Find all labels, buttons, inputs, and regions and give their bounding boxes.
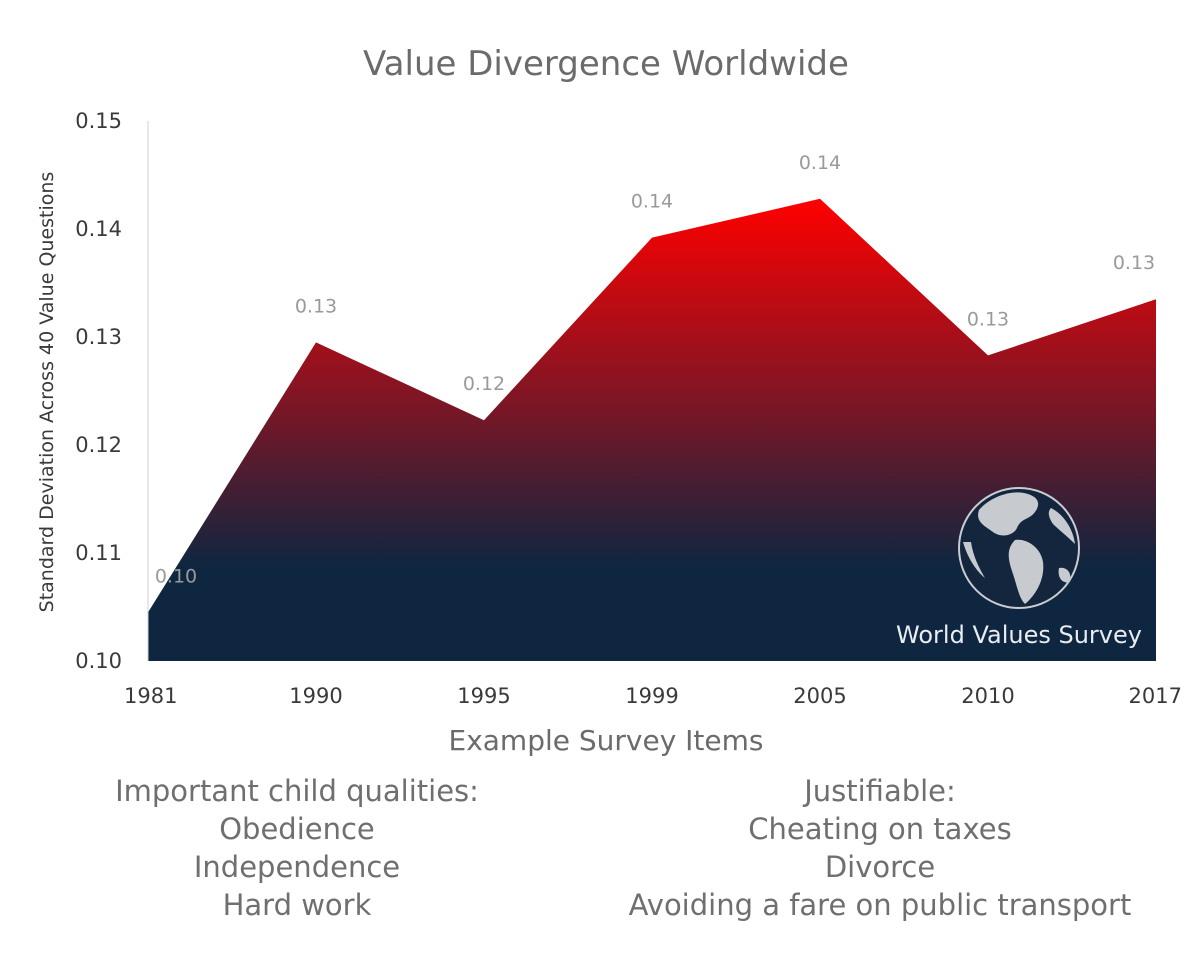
x-axis-label: Example Survey Items bbox=[449, 724, 764, 757]
x-tick-label: 1995 bbox=[457, 684, 510, 708]
notes-left-heading: Important child qualities: bbox=[115, 774, 479, 808]
notes-child-qualities: Important child qualities: Obedience Ind… bbox=[62, 772, 532, 924]
x-tick-label: 1990 bbox=[289, 684, 342, 708]
globe-icon bbox=[958, 487, 1080, 609]
y-axis-ticks: 0.10 0.11 0.12 0.13 0.14 0.15 bbox=[75, 109, 122, 673]
y-tick-label: 0.14 bbox=[75, 217, 122, 241]
notes-right-item: Avoiding a fare on public transport bbox=[628, 888, 1132, 922]
data-label: 0.13 bbox=[967, 308, 1009, 330]
y-tick-label: 0.15 bbox=[75, 109, 122, 133]
data-label: 0.14 bbox=[799, 152, 841, 174]
x-tick-label: 1981 bbox=[124, 684, 177, 708]
x-axis-ticks: 1981 1990 1995 1999 2005 2010 2017 bbox=[124, 684, 1182, 708]
notes-left-item: Obedience bbox=[219, 812, 375, 846]
x-tick-label: 2017 bbox=[1129, 684, 1182, 708]
data-label: 0.12 bbox=[463, 373, 505, 395]
data-label: 0.13 bbox=[295, 295, 337, 317]
value-divergence-chart: Value Divergence Worldwide Standard Devi… bbox=[36, 44, 1182, 757]
notes-justifiable: Justifiable: Cheating on taxes Divorce A… bbox=[600, 772, 1160, 924]
notes-left-item: Hard work bbox=[222, 888, 372, 922]
data-label: 0.13 bbox=[1113, 252, 1155, 274]
watermark-text: World Values Survey bbox=[896, 621, 1142, 649]
data-label: 0.14 bbox=[631, 191, 673, 213]
notes-right-heading: Justifiable: bbox=[804, 774, 956, 808]
y-axis-label: Standard Deviation Across 40 Value Quest… bbox=[36, 172, 58, 613]
y-tick-label: 0.10 bbox=[75, 649, 122, 673]
chart-title: Value Divergence Worldwide bbox=[363, 44, 849, 84]
y-tick-label: 0.13 bbox=[75, 325, 122, 349]
y-tick-label: 0.11 bbox=[75, 541, 122, 565]
y-tick-label: 0.12 bbox=[75, 433, 122, 457]
data-label: 0.10 bbox=[155, 565, 197, 587]
area-series bbox=[148, 198, 1156, 662]
watermark: World Values Survey bbox=[896, 487, 1142, 649]
x-tick-label: 2005 bbox=[793, 684, 846, 708]
notes-right-item: Divorce bbox=[824, 850, 936, 884]
x-tick-label: 1999 bbox=[625, 684, 678, 708]
data-labels: 0.10 0.13 0.12 0.14 0.14 0.13 0.13 bbox=[155, 152, 1155, 588]
x-tick-label: 2010 bbox=[961, 684, 1014, 708]
notes-left-item: Independence bbox=[193, 850, 401, 884]
notes-right-item: Cheating on taxes bbox=[748, 812, 1012, 846]
